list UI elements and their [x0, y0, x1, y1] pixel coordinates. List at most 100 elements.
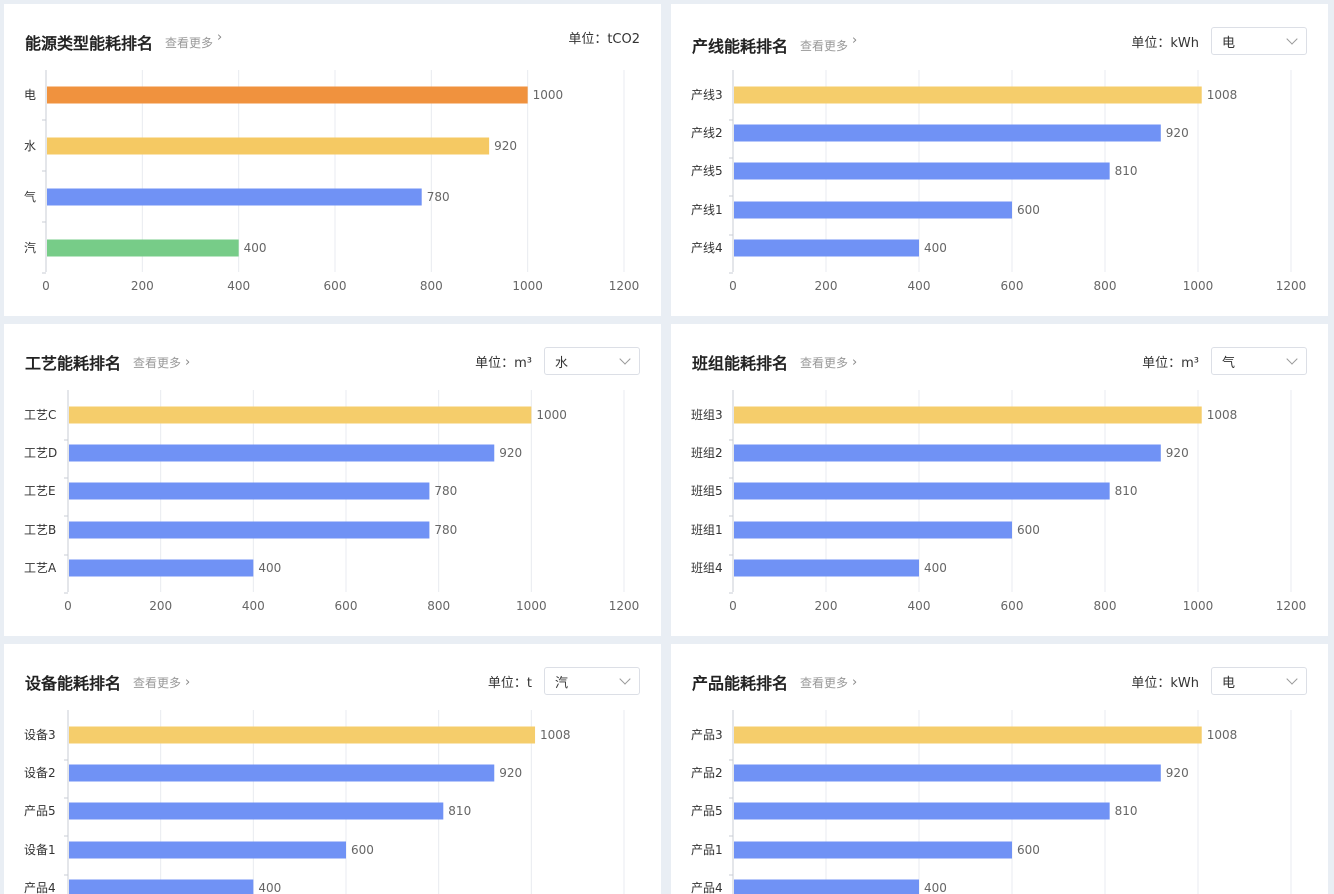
energy-select[interactable]: 汽	[544, 667, 640, 695]
category-label: 设备1	[24, 843, 56, 857]
data-label: 600	[1017, 523, 1040, 537]
view-more-link[interactable]: 查看更多 ›	[133, 674, 191, 690]
category-label: 产品3	[691, 728, 723, 742]
data-label: 400	[244, 241, 267, 255]
data-label: 810	[1115, 804, 1138, 818]
unit-label: 单位：tCO2	[568, 31, 640, 47]
category-label: 产品5	[24, 804, 56, 818]
x-tick-label: 800	[1094, 599, 1117, 613]
chevron-right-icon: ›	[852, 674, 858, 690]
energy-select[interactable]: 电	[1211, 667, 1307, 695]
bar	[734, 521, 1012, 539]
bar	[47, 137, 490, 155]
panel-header: 产线能耗排名 查看更多 ›	[692, 33, 857, 57]
x-tick-label: 200	[131, 279, 154, 293]
bar	[734, 559, 919, 577]
energy-select[interactable]: 电	[1211, 27, 1307, 55]
view-more-link[interactable]: 查看更多 ›	[165, 29, 223, 50]
x-tick-label: 600	[1001, 599, 1024, 613]
category-label: 产线4	[691, 241, 723, 255]
x-tick-label: 0	[729, 279, 737, 293]
unit-label: 单位：kWh	[1131, 35, 1199, 51]
bar	[734, 726, 1202, 744]
x-tick-label: 800	[427, 599, 450, 613]
chevron-right-icon: ›	[185, 674, 191, 690]
bar	[69, 559, 254, 577]
x-tick-label: 1000	[1183, 279, 1214, 293]
data-label: 1008	[1207, 408, 1238, 422]
select-value: 电	[1222, 35, 1236, 51]
category-label: 班组4	[691, 561, 723, 575]
x-tick-label: 1200	[609, 599, 640, 613]
x-tick-label: 200	[149, 599, 172, 613]
category-label: 班组3	[691, 408, 723, 422]
bar	[47, 86, 528, 104]
panel-process: 工艺能耗排名 查看更多 › 单位：m³ 水 0 200 400 600 800 1000 1…	[4, 324, 661, 636]
bar	[69, 841, 346, 859]
category-label: 产品4	[691, 881, 723, 894]
select-value: 电	[1222, 675, 1236, 691]
data-label: 1008	[1207, 728, 1238, 742]
view-more-link[interactable]: 查看更多 ›	[133, 354, 191, 370]
bar	[734, 406, 1202, 424]
panel-header: 产品能耗排名 查看更多 ›	[692, 670, 857, 694]
data-label: 780	[434, 484, 457, 498]
energy-select[interactable]: 气	[1211, 347, 1307, 375]
unit-row: 单位：tCO2	[568, 22, 640, 52]
bar	[734, 239, 919, 257]
chevron-right-icon: ›	[217, 29, 223, 45]
category-label: 气	[24, 189, 36, 204]
data-label: 920	[499, 766, 522, 780]
unit-row: 单位：kWh 电	[1131, 26, 1307, 56]
category-label: 设备2	[24, 766, 56, 780]
view-more-link[interactable]: 查看更多 ›	[800, 674, 858, 690]
bar-chart: 0 200 400 600 800 1000 1200 工艺C 1000 工艺D 920 工艺E 780…	[24, 390, 640, 613]
data-label: 920	[499, 446, 522, 460]
bar-chart: 0 200 400 600 800 1000 1200 电 1000 水 920 气 780 汽 400	[24, 70, 639, 293]
energy-select[interactable]: 水	[544, 347, 640, 375]
panel-title: 产线能耗排名	[692, 37, 789, 56]
view-more-link[interactable]: 查看更多 ›	[800, 354, 858, 370]
x-tick-label: 400	[242, 599, 265, 613]
bar	[734, 802, 1110, 820]
bar	[734, 124, 1161, 142]
panel-title: 工艺能耗排名	[25, 354, 122, 373]
data-label: 920	[494, 139, 517, 153]
category-label: 电	[24, 88, 36, 102]
category-label: 产线5	[691, 164, 723, 178]
data-label: 780	[434, 523, 457, 537]
category-label: 产线3	[691, 88, 723, 102]
category-label: 产品1	[691, 843, 723, 857]
bar-chart: 020040060080010001200设备31008设备2920产品5810…	[24, 710, 625, 894]
category-label: 工艺E	[24, 484, 56, 498]
bar	[734, 764, 1161, 782]
panel-team: 班组能耗排名 查看更多 › 单位：m³ 气 0 200 400 600 800 1000 1…	[671, 324, 1328, 636]
x-tick-label: 1000	[512, 279, 543, 293]
unit-row: 单位：t 汽	[488, 666, 640, 696]
category-label: 工艺A	[24, 561, 57, 575]
x-tick-label: 600	[1001, 279, 1024, 293]
bar	[47, 239, 239, 257]
data-label: 400	[924, 881, 947, 894]
panel-header: 能源类型能耗排名 查看更多 ›	[25, 30, 222, 54]
x-tick-label: 0	[42, 279, 50, 293]
bar-chart: 020040060080010001200产品31008产品2920产品5810…	[691, 710, 1292, 894]
chevron-right-icon: ›	[852, 32, 858, 48]
category-label: 工艺B	[24, 523, 56, 537]
x-tick-label: 200	[815, 599, 838, 613]
x-tick-label: 0	[729, 599, 737, 613]
view-more-link[interactable]: 查看更多 ›	[800, 32, 858, 53]
select-value: 水	[555, 355, 569, 371]
data-label: 780	[427, 190, 450, 204]
panel-title: 能源类型能耗排名	[25, 34, 154, 53]
x-tick-label: 0	[64, 599, 72, 613]
x-tick-label: 1200	[1276, 599, 1307, 613]
bar	[734, 879, 919, 894]
panel-equipment: 设备能耗排名 查看更多 › 单位：t 汽 0200400600800100012…	[4, 644, 661, 894]
x-tick-label: 1200	[1276, 279, 1307, 293]
panel-product: 产品能耗排名 查看更多 › 单位：kWh 电 02004006008001000…	[671, 644, 1328, 894]
data-label: 920	[1166, 766, 1189, 780]
category-label: 产线1	[691, 203, 723, 217]
data-label: 400	[924, 561, 947, 575]
data-label: 600	[1017, 843, 1040, 857]
